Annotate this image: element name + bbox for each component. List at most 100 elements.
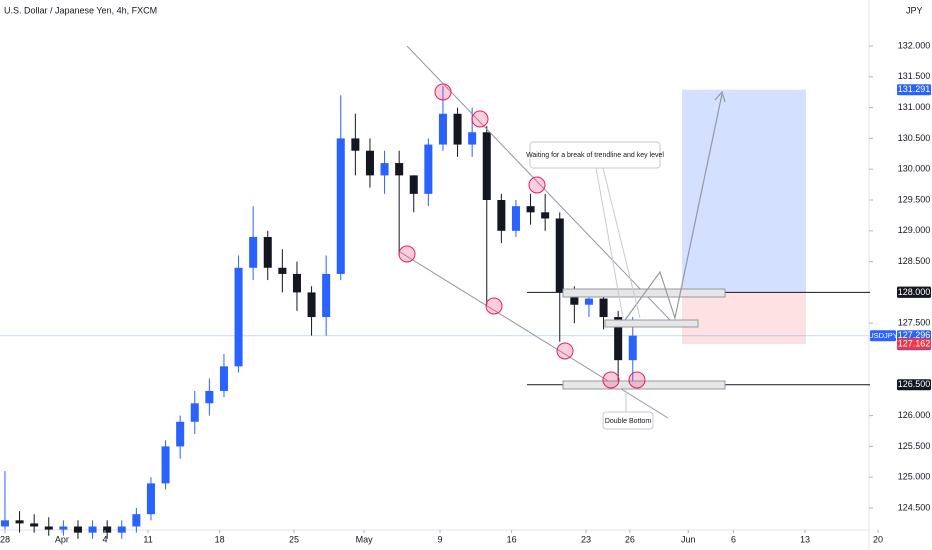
candle-body xyxy=(497,200,506,231)
candle-body xyxy=(628,335,637,361)
callout-text: Double Bottom xyxy=(605,418,651,425)
candle-body xyxy=(541,212,550,219)
symbol-tag xyxy=(870,330,896,342)
x-tick-label: 28 xyxy=(0,534,10,544)
drawings: Waiting for a break of trendline and key… xyxy=(398,45,726,430)
x-tick-label: 20 xyxy=(873,534,883,544)
candle-body xyxy=(117,526,126,533)
candle-body xyxy=(584,298,593,305)
pivot-circle xyxy=(628,371,646,389)
candle-body xyxy=(380,163,389,176)
price-tag-label: 126.500 xyxy=(898,379,931,389)
candle-body xyxy=(599,298,608,318)
candle-body xyxy=(555,218,564,293)
candle-body xyxy=(132,514,141,527)
y-tick-label: 132.000 xyxy=(898,40,931,50)
key-level-box xyxy=(562,380,726,390)
x-tick-label: 11 xyxy=(143,534,152,544)
candle-body xyxy=(44,526,53,530)
y-tick-label: 130.500 xyxy=(898,133,931,143)
chart-title: U.S. Dollar / Japanese Yen, 4h, FXCM xyxy=(4,5,157,15)
candle-body xyxy=(88,526,97,533)
price-tag xyxy=(897,338,931,350)
candle-body xyxy=(468,132,477,145)
arrow-head xyxy=(714,90,726,103)
candle-body xyxy=(322,273,331,318)
x-tick-label: 18 xyxy=(215,534,225,544)
price-tag-label: 131.291 xyxy=(898,84,931,94)
x-tick-label: Apr xyxy=(55,534,69,544)
callout-line xyxy=(602,167,641,319)
pivot-circle xyxy=(434,83,452,101)
callout-line xyxy=(595,167,624,319)
candle-body xyxy=(438,113,447,145)
callout-box xyxy=(529,141,661,169)
candle-body xyxy=(307,292,316,318)
x-tick-label: 6 xyxy=(731,534,736,544)
candle-body xyxy=(526,206,535,213)
pivot-circle xyxy=(398,245,416,263)
y-tick-label: 131.000 xyxy=(898,102,931,112)
candle-body xyxy=(15,520,24,524)
price-tag-label: 127.162 xyxy=(898,338,931,348)
trendline-lower xyxy=(399,251,669,419)
candle-body xyxy=(205,390,214,404)
pivot-circle xyxy=(471,110,489,128)
pivot-circle xyxy=(485,297,503,315)
price-tag-label: 127.296 xyxy=(898,330,931,340)
y-tick-label: 126.000 xyxy=(898,410,931,420)
currency-label: JPY xyxy=(906,5,923,15)
y-tick-label: 127.500 xyxy=(898,318,931,328)
y-tick-label: 125.000 xyxy=(898,472,931,482)
candle-body xyxy=(570,292,579,305)
x-tick-label: 16 xyxy=(507,534,517,544)
candle-body xyxy=(263,236,272,268)
candle-body xyxy=(73,526,82,533)
candle-body xyxy=(614,317,623,361)
y-tick-label: 129.500 xyxy=(898,194,931,204)
y-tick-label: 131.500 xyxy=(898,71,931,81)
candle-body xyxy=(103,526,112,533)
candle-body xyxy=(424,144,433,194)
price-tag xyxy=(897,84,931,96)
callout-box xyxy=(602,411,654,430)
candle-body xyxy=(409,175,418,194)
callout-text: Waiting for a break of trendline and key… xyxy=(526,152,664,159)
candle-body xyxy=(278,267,287,274)
candle-body xyxy=(0,520,9,527)
pivot-circle xyxy=(556,342,574,360)
pivot-circle xyxy=(528,176,546,194)
price-tag-label: 128.000 xyxy=(898,287,931,297)
y-tick-label: 124.500 xyxy=(898,502,931,512)
symbol-label: USDJPY xyxy=(868,331,898,340)
x-tick-label: 23 xyxy=(581,534,591,544)
pivot-circle xyxy=(602,371,620,389)
candle-body xyxy=(190,403,199,422)
y-tick-label: 130.000 xyxy=(898,164,931,174)
candle-body xyxy=(146,483,155,515)
profit-zone xyxy=(682,89,806,293)
candle-body xyxy=(482,132,491,201)
candle-body xyxy=(292,273,301,293)
y-tick-label: 125.500 xyxy=(898,441,931,451)
loss-zone xyxy=(682,292,806,345)
candle-body xyxy=(161,446,170,484)
candle-body xyxy=(219,366,228,391)
x-tick-label: 13 xyxy=(800,534,810,544)
candle-body xyxy=(395,163,404,176)
candle-body xyxy=(234,267,243,367)
x-tick-label: Jun xyxy=(681,534,696,544)
y-tick-label: 128.500 xyxy=(898,256,931,266)
candle-body xyxy=(453,113,462,145)
price-tag xyxy=(897,379,931,391)
x-tick-label: 9 xyxy=(438,534,443,544)
price-tag xyxy=(897,286,931,298)
candle-body xyxy=(511,206,520,231)
candle-body xyxy=(336,138,345,274)
key-level-box xyxy=(604,319,699,328)
x-tick-label: 4 xyxy=(102,534,107,544)
x-tick-label: 26 xyxy=(625,534,635,544)
candle-body xyxy=(249,236,258,268)
candle-body xyxy=(30,523,39,527)
